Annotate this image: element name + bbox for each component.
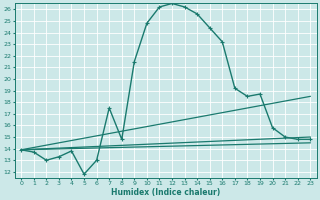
X-axis label: Humidex (Indice chaleur): Humidex (Indice chaleur) [111,188,220,197]
